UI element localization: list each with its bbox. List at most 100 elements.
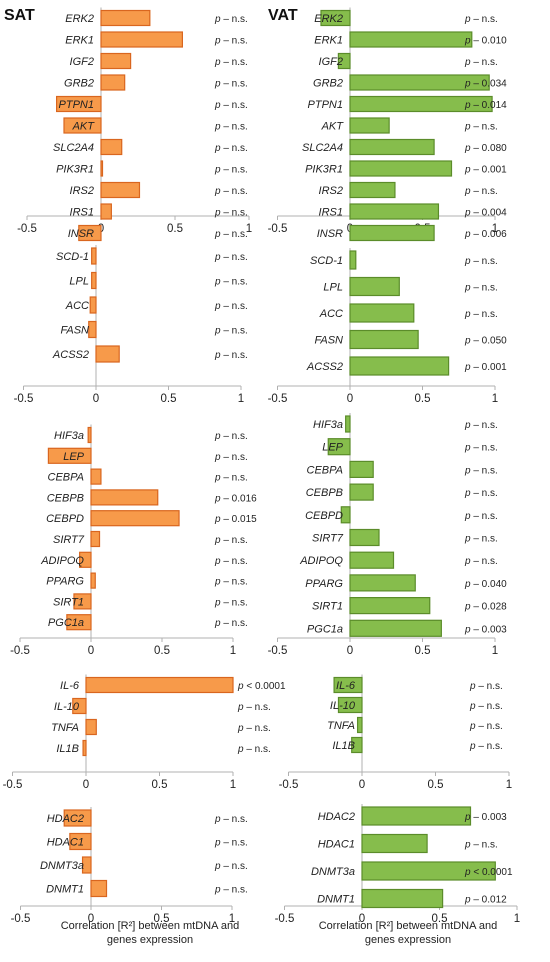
p-value-label: p – 0.014 (464, 100, 507, 111)
category-label: IL1B (332, 740, 355, 752)
bar-pparg (90, 572, 96, 589)
category-label: SLC2A4 (53, 142, 94, 154)
bar-cebpb (349, 483, 374, 501)
x-axis-label-right-line1: Correlation [R²] between mtDNA and (319, 920, 498, 932)
bar-igf2 (337, 52, 351, 70)
p-value-label: p – n.s. (214, 79, 248, 90)
p-value-label: p – 0.040 (464, 579, 507, 590)
category-label: ERK2 (65, 13, 94, 25)
category-label: PTPN1 (59, 99, 94, 111)
bar-il-10 (72, 697, 87, 715)
p-value-label: p – 0.034 (464, 79, 507, 90)
category-label: LPL (69, 276, 89, 288)
bar-sirt1 (349, 596, 431, 615)
vat-header: VAT (268, 7, 298, 24)
panel-5-sat: -0.5 0 0.5 1 HIF3a p – n.s. LEP p – n.s. CEBPA p … (10, 424, 257, 657)
tick-label: -0.5 (11, 913, 31, 925)
tick-label: 1 (514, 913, 520, 925)
bar-igf2 (100, 52, 132, 70)
p-value-label: p – 0.028 (464, 602, 507, 613)
tick-label: 0.5 (415, 393, 431, 405)
bar-irs1 (349, 203, 440, 220)
tick-label: 0.5 (167, 223, 183, 235)
p-value-label: p – n.s. (464, 511, 498, 522)
tick-label: 0 (359, 779, 365, 791)
bar-erk2 (320, 9, 351, 27)
p-value-label: p – n.s. (237, 723, 271, 734)
bar-pparg (349, 574, 416, 592)
p-value-label: p – n.s. (464, 420, 498, 431)
category-label: HIF3a (313, 419, 343, 431)
p-value-label: p – n.s. (214, 36, 248, 47)
bar-irs2 (349, 181, 396, 199)
category-label: PPARG (305, 578, 343, 590)
panel-8-vat: -0.5 0 0.5 1 IL-6 p – n.s. IL-10 p – n.s. TNFA p … (279, 674, 512, 791)
p-value-label: p – n.s. (464, 186, 498, 197)
p-value-label: p – n.s. (464, 14, 498, 25)
bar-pik3r1 (100, 160, 104, 177)
p-value-label: p – n.s. (214, 122, 248, 133)
bar-irs1 (100, 203, 112, 220)
bar-hdac2 (63, 809, 92, 827)
tick-label: 0.5 (161, 393, 177, 405)
p-value-label: p – 0.001 (464, 362, 507, 373)
panel-4-vat: -0.5 0 0.5 1 SCD-1 p – n.s. LPL p – n.s. ACC p – … (268, 248, 507, 405)
panel-9-sat: -0.5 0 0.5 1 HDAC2 p – n.s. HDAC1 p – n.s. DNMT3… (11, 807, 248, 925)
category-label: AKT (321, 121, 345, 133)
panel-6-vat: -0.5 0 0.5 1 HIF3a p – n.s. LEP p – n.s. CEBPA p … (268, 413, 507, 657)
bar-erk1 (349, 31, 473, 48)
bar-lep (47, 447, 92, 464)
bar-cebpa (90, 468, 102, 485)
category-label: PGC1a (307, 623, 343, 635)
category-label: DNMT1 (317, 894, 355, 906)
p-value-label: p – 0.050 (464, 336, 507, 347)
panel-10-vat: -0.5 0 0.5 1 HDAC2 p – 0.003 HDAC1 p – n.s. DNMT… (275, 804, 520, 925)
category-label: INSR (68, 228, 94, 240)
p-value-label: p – 0.080 (464, 143, 507, 154)
category-label: HIF3a (54, 430, 84, 442)
category-label: LEP (63, 451, 84, 463)
p-value-label: p – n.s. (464, 283, 498, 294)
bar-il-6 (333, 676, 363, 694)
p-value-label: p – n.s. (464, 122, 498, 133)
x-axis-label-left-line2: genes expression (107, 934, 193, 946)
category-label: IL1B (56, 743, 79, 755)
category-label: PPARG (46, 576, 84, 588)
p-value-label: p – n.s. (214, 861, 248, 872)
bar-lpl (349, 276, 400, 297)
tick-label: 0.5 (428, 779, 444, 791)
category-label: GRB2 (313, 78, 343, 90)
bar-dnmt1 (90, 879, 108, 898)
category-label: SCD-1 (310, 255, 343, 267)
p-value-label: p – n.s. (214, 350, 248, 361)
p-value-label: p – n.s. (214, 252, 248, 263)
category-label: LPL (323, 282, 343, 294)
category-label: AKT (72, 121, 96, 133)
p-value-label: p – n.s. (214, 143, 248, 154)
category-label: PIK3R1 (305, 164, 343, 176)
bar-acc (89, 296, 97, 314)
tick-label: 0 (88, 645, 94, 657)
category-label: ACSS2 (52, 349, 89, 361)
category-label: IL-6 (336, 680, 356, 692)
bar-acc (349, 303, 415, 323)
bar-cebpa (349, 460, 374, 478)
p-value-label: p – n.s. (214, 814, 248, 825)
p-value-label: p – n.s. (469, 721, 503, 732)
bar-il-6 (85, 676, 234, 694)
tick-label: -0.5 (17, 223, 37, 235)
bar-hdac1 (361, 833, 428, 854)
bar-lep (327, 438, 351, 456)
tick-label: -0.5 (14, 393, 34, 405)
category-label: ADIPOQ (40, 555, 84, 567)
bar-hdac1 (69, 832, 92, 851)
bar-slc2a4 (100, 138, 123, 156)
bar-sirt1 (73, 593, 92, 610)
bar-akt (63, 117, 102, 134)
category-label: ACSS2 (306, 361, 343, 373)
bar-il1b (351, 736, 363, 754)
category-label: PGC1a (48, 617, 84, 629)
p-value-label: p – n.s. (464, 488, 498, 499)
